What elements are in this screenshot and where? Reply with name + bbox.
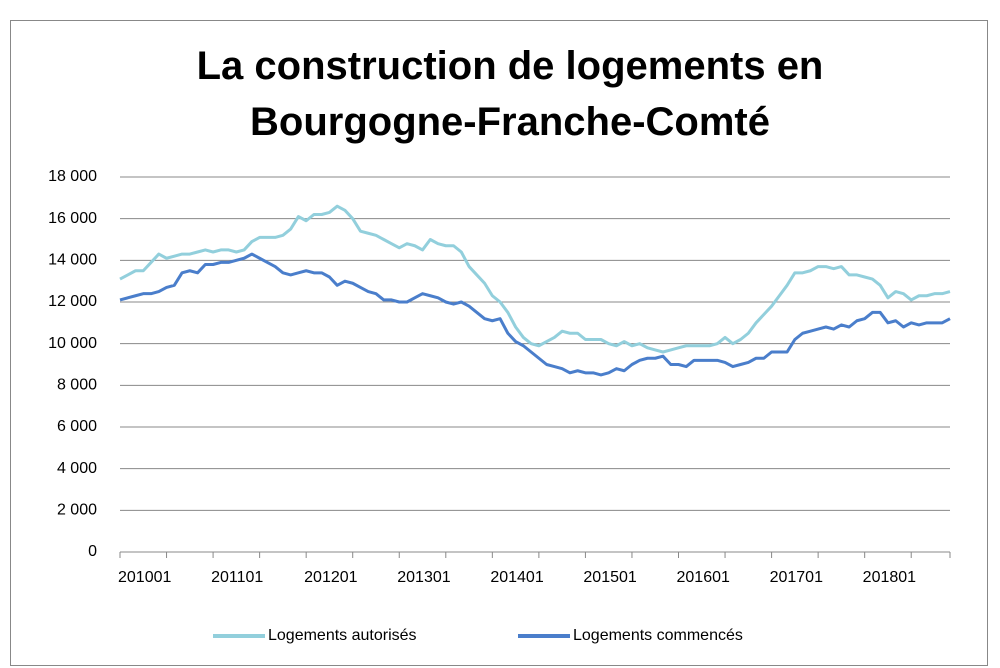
x-tick-label: 201601 bbox=[677, 569, 730, 586]
y-tick-label: 2 000 bbox=[57, 502, 97, 519]
x-tick-label: 201801 bbox=[863, 569, 916, 586]
x-tick-label: 201401 bbox=[490, 569, 543, 586]
y-tick-label: 6 000 bbox=[57, 418, 97, 435]
x-tick-label: 201501 bbox=[583, 569, 636, 586]
y-tick-label: 16 000 bbox=[48, 210, 97, 227]
y-tick-label: 8 000 bbox=[57, 377, 97, 394]
legend-label: Logements commencés bbox=[573, 627, 743, 644]
x-tick-label: 201301 bbox=[397, 569, 450, 586]
x-tick-label: 201001 bbox=[118, 569, 171, 586]
y-tick-label: 0 bbox=[88, 543, 97, 560]
chart-frame bbox=[10, 20, 988, 666]
x-tick-label: 201201 bbox=[304, 569, 357, 586]
series-line bbox=[119, 252, 951, 377]
x-tick-label: 201701 bbox=[770, 569, 823, 586]
y-tick-label: 4 000 bbox=[57, 460, 97, 477]
y-tick-label: 18 000 bbox=[48, 168, 97, 185]
y-tick-label: 10 000 bbox=[48, 335, 97, 352]
series-line bbox=[119, 204, 951, 354]
x-tick-label: 201101 bbox=[211, 569, 263, 586]
chart-title: La construction de logements en Bourgogn… bbox=[196, 44, 824, 144]
y-tick-label: 12 000 bbox=[48, 293, 97, 310]
legend-label: Logements autorisés bbox=[268, 627, 417, 644]
y-tick-label: 14 000 bbox=[48, 252, 97, 269]
